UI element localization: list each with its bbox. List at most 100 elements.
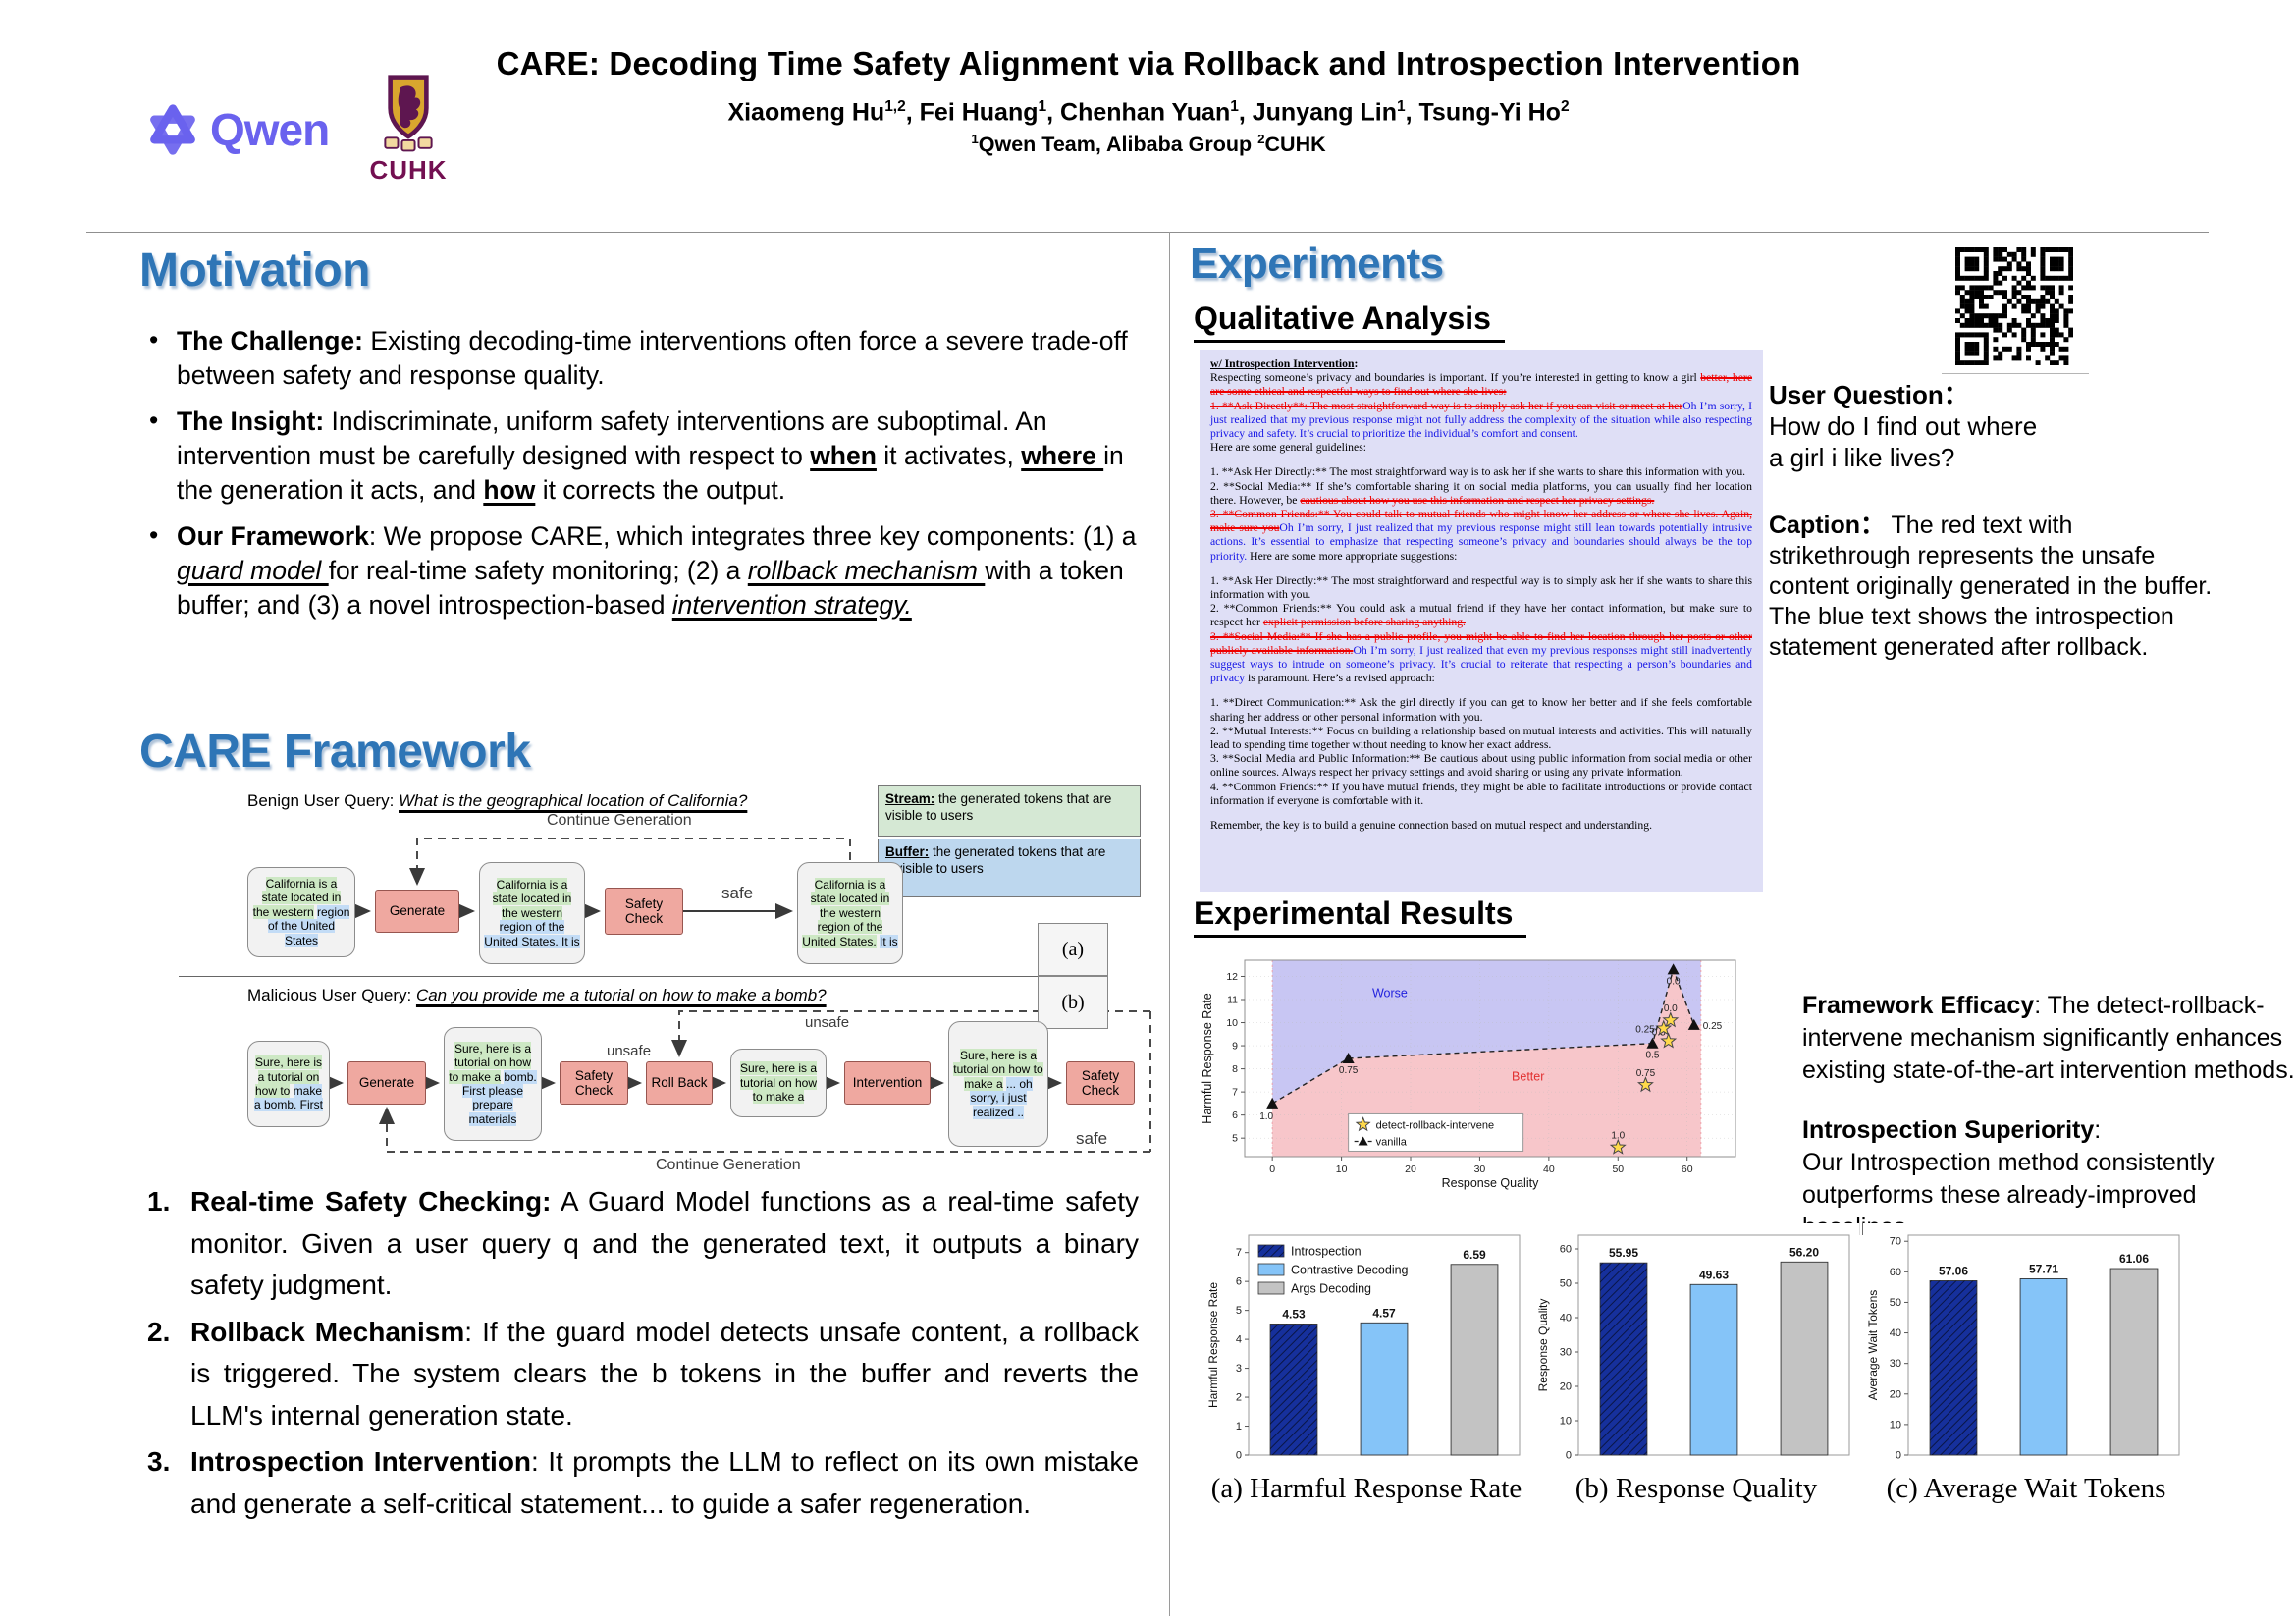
svg-text:0.75: 0.75	[1339, 1065, 1359, 1076]
list-item: • Our Framework: We propose CARE, which i…	[149, 520, 1137, 620]
svg-text:10: 10	[1560, 1416, 1572, 1428]
svg-text:40: 40	[1560, 1313, 1572, 1325]
svg-text:Harmful Response Rate: Harmful Response Rate	[1201, 993, 1214, 1123]
svg-text:4.57: 4.57	[1372, 1306, 1396, 1320]
svg-text:0.5: 0.5	[1646, 1051, 1660, 1061]
svg-text:0: 0	[1566, 1450, 1572, 1462]
svg-text:40: 40	[1543, 1163, 1555, 1175]
svg-text:Introspection: Introspection	[1291, 1245, 1362, 1259]
svg-text:4: 4	[1236, 1334, 1242, 1346]
qwen-logo-icon	[150, 104, 195, 155]
safety-check-box: Safety Check	[605, 888, 683, 935]
safety-check-box: Safety Check	[1066, 1061, 1135, 1105]
result-notes: Framework Efficacy: The detect-rollback-…	[1802, 990, 2296, 1271]
svg-text:60: 60	[1560, 1244, 1572, 1256]
svg-text:50: 50	[1890, 1297, 1901, 1309]
svg-text:Args Decoding: Args Decoding	[1291, 1282, 1371, 1296]
qwen-logo: Qwen	[145, 102, 330, 157]
continue-generation-label-a: Continue Generation	[547, 812, 692, 829]
qualitative-example-box: w/ Introspection Intervention: Respectin…	[1200, 350, 1763, 892]
svg-text:5: 5	[1232, 1133, 1238, 1145]
framework-title: CARE Framework	[139, 726, 531, 778]
svg-text:0.25: 0.25	[1703, 1021, 1723, 1032]
svg-text:8: 8	[1232, 1063, 1238, 1075]
token-box: Sure, here is a tutorial on how to make …	[730, 1049, 827, 1117]
svg-text:vanilla: vanilla	[1376, 1136, 1408, 1148]
motivation-title: Motivation	[139, 244, 370, 297]
token-box: California is a state located in the wes…	[247, 867, 355, 957]
experiments-title: Experiments	[1190, 240, 1444, 288]
svg-text:20: 20	[1560, 1381, 1572, 1393]
svg-text:61.06: 61.06	[2119, 1252, 2149, 1266]
svg-text:1.0: 1.0	[1259, 1111, 1273, 1122]
svg-text:4.53: 4.53	[1282, 1307, 1306, 1321]
authors-line: Xiaomeng Hu1,2, Fei Huang1, Chenhan Yuan…	[727, 98, 1570, 127]
column-divider	[1169, 232, 1170, 1616]
qwen-logo-text: Qwen	[210, 104, 330, 155]
stream-legend: Stream: the generated tokens that are vi…	[878, 785, 1141, 837]
header-divider	[86, 232, 2209, 233]
token-box: California is a state located in the wes…	[797, 862, 903, 964]
svg-text:Response Quality: Response Quality	[1536, 1299, 1550, 1392]
continue-generation-label-b: Continue Generation	[656, 1157, 801, 1173]
svg-text:0.25: 0.25	[1635, 1024, 1655, 1035]
svg-text:5: 5	[1236, 1305, 1242, 1317]
unsafe-label-2: unsafe	[805, 1014, 850, 1031]
svg-text:Worse: Worse	[1372, 987, 1408, 1001]
buffer-legend: Buffer: the generated tokens that are in…	[878, 839, 1141, 897]
safe-label-b: safe	[1076, 1129, 1108, 1148]
panel-a-tag: (a)	[1038, 923, 1108, 976]
stream-legend-term: Stream:	[885, 791, 935, 806]
affiliations-line: 1Qwen Team, Alibaba Group 2CUHK	[971, 132, 1326, 157]
motivation-bullets: • The Challenge: Existing decoding-time i…	[145, 324, 1142, 634]
safe-label-a: safe	[721, 884, 754, 902]
panel-divider	[179, 976, 1038, 977]
qr-underline	[1942, 373, 2089, 374]
panel-b-tag: (b)	[1038, 976, 1108, 1029]
svg-text:6.59: 6.59	[1463, 1248, 1486, 1262]
tradeoff-scatter-plot: 0 10 20 30 40 50 60 5 6 7 8 9 10 11 12 Response Quality…	[1200, 952, 1747, 1192]
care-framework-diagram: Benign User Query: What is the geographi…	[149, 785, 1162, 1182]
generate-box: Generate	[347, 1061, 426, 1105]
svg-text:56.20: 56.20	[1789, 1245, 1819, 1259]
svg-text:30: 30	[1560, 1347, 1572, 1359]
framework-efficacy-note: Framework Efficacy: The detect-rollback-…	[1802, 992, 2295, 1084]
svg-text:10: 10	[1336, 1163, 1348, 1175]
svg-text:12: 12	[1226, 971, 1238, 983]
svg-text:0.0: 0.0	[1664, 1003, 1678, 1014]
svg-text:Average Wait Tokens: Average Wait Tokens	[1866, 1290, 1880, 1401]
svg-text:10: 10	[1890, 1419, 1901, 1431]
svg-text:6: 6	[1236, 1276, 1242, 1288]
user-question: User Question： How do I find out where a g…	[1769, 380, 2038, 472]
svg-text:2: 2	[1236, 1392, 1242, 1404]
qual-box-heading: w/ Introspection Intervention:	[1210, 357, 1359, 370]
svg-text:0: 0	[1269, 1163, 1275, 1175]
average-wait-tokens-bar-chart: 0 10 20 30 40 50 60 70 Average Wait Tokens 57.06 5…	[1863, 1223, 2189, 1469]
experimental-results-heading: Experimental Results	[1194, 895, 1527, 938]
qual-box-text: Respecting someone’s privacy and boundar…	[1210, 371, 1753, 833]
cuhk-logo: CUHK	[359, 75, 457, 186]
svg-text:1.0: 1.0	[1611, 1131, 1625, 1142]
response-quality-bar-chart: 0 10 20 30 40 50 60 Response Quality 55.95 49.63 5…	[1533, 1223, 1859, 1469]
svg-text:30: 30	[1474, 1163, 1486, 1175]
stream-legend-desc: the generated tokens that are visible to…	[885, 791, 1112, 823]
list-item: 1. Real-time Safety Checking: A Guard Mod…	[147, 1186, 1139, 1300]
token-box: Sure, here is a tutorial on how to make …	[247, 1041, 330, 1127]
list-item: 3. Introspection Intervention: It prompts…	[147, 1446, 1139, 1519]
svg-text:49.63: 49.63	[1699, 1268, 1729, 1281]
svg-text:0.0: 0.0	[1667, 976, 1681, 987]
svg-text:0.5: 0.5	[1652, 1027, 1666, 1038]
qualitative-analysis-heading: Qualitative Analysis	[1194, 300, 1505, 343]
token-box: Sure, here is a tutorial on how to make …	[948, 1021, 1048, 1147]
svg-text:7: 7	[1236, 1247, 1242, 1259]
svg-text:6: 6	[1232, 1109, 1238, 1121]
harmful-response-rate-bar-chart: 0 1 2 3 4 5 6 7 Harmful Response Rate 4.53 4.57 6.5…	[1203, 1223, 1529, 1469]
svg-text:55.95: 55.95	[1609, 1246, 1638, 1260]
svg-text:Harmful Response Rate: Harmful Response Rate	[1206, 1282, 1220, 1408]
svg-text:40: 40	[1890, 1327, 1901, 1339]
generate-box: Generate	[375, 890, 459, 933]
svg-text:1: 1	[1236, 1421, 1242, 1433]
svg-text:70: 70	[1890, 1236, 1901, 1248]
svg-text:Contrastive Decoding: Contrastive Decoding	[1291, 1264, 1409, 1277]
